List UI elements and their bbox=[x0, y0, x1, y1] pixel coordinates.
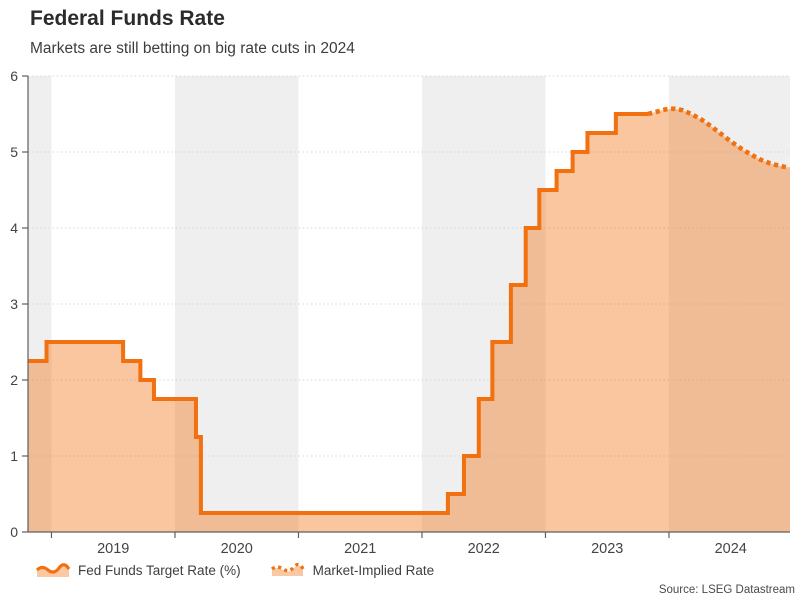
page-title: Federal Funds Rate bbox=[30, 7, 225, 30]
legend-item-target-rate: Fed Funds Target Rate (%) bbox=[36, 562, 241, 578]
fed-funds-target-rate-line bbox=[28, 112, 648, 515]
rate-area-fill bbox=[28, 108, 790, 533]
solid-area-legend-icon bbox=[36, 563, 70, 577]
y-tick-label: 4 bbox=[10, 220, 18, 236]
y-tick-label: 0 bbox=[10, 524, 18, 540]
y-tick-label: 1 bbox=[10, 448, 18, 464]
x-tick-label: 2022 bbox=[468, 541, 500, 557]
year-shade-band bbox=[28, 76, 52, 532]
x-tick-label: 2019 bbox=[97, 541, 129, 557]
page-subtitle: Markets are still betting on big rate cu… bbox=[30, 40, 355, 57]
x-tick-label: 2024 bbox=[715, 541, 747, 557]
x-tick-label: 2023 bbox=[591, 541, 623, 557]
x-tick-label: 2021 bbox=[344, 541, 376, 557]
year-shade-band bbox=[174, 76, 299, 532]
legend-label-target-rate: Fed Funds Target Rate (%) bbox=[78, 562, 241, 578]
source-attribution: Source: LSEG Datastream bbox=[658, 584, 795, 596]
legend-label-market-implied: Market-Implied Rate bbox=[312, 562, 435, 578]
y-tick-label: 5 bbox=[10, 144, 18, 160]
y-tick-label: 2 bbox=[10, 372, 18, 388]
y-tick-label: 6 bbox=[10, 68, 18, 84]
market-implied-rate-line bbox=[647, 106, 787, 170]
chart-legend: Fed Funds Target Rate (%) Market-Implied… bbox=[36, 562, 434, 578]
dotted-area-legend-icon bbox=[270, 562, 305, 576]
y-tick-label: 3 bbox=[10, 296, 18, 312]
x-tick-label: 2020 bbox=[221, 541, 253, 557]
legend-item-market-implied: Market-Implied Rate bbox=[270, 562, 435, 578]
